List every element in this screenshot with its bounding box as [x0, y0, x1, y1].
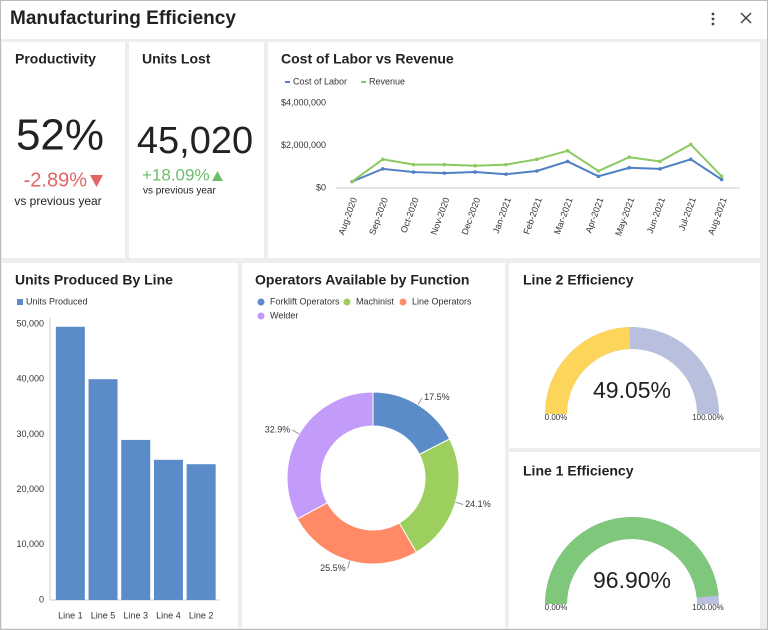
header-bar [1, 1, 767, 39]
point [719, 177, 724, 182]
leader-line [417, 397, 423, 405]
point [350, 179, 354, 184]
close-button[interactable] [740, 12, 752, 24]
legend-swatch [257, 312, 265, 320]
legend-label: Cost of Labor [293, 76, 347, 86]
kpi-change: -2.89% [24, 169, 88, 191]
point [689, 157, 693, 162]
kpi-title: Productivity [15, 51, 96, 67]
kpi-value: 52% [16, 111, 104, 160]
chart-title: Operators Available by Function [255, 272, 469, 288]
y-tick-label: 20,000 [16, 484, 44, 494]
legend-swatch [399, 298, 407, 306]
leader-line [455, 501, 464, 505]
point [596, 174, 601, 179]
point [504, 172, 508, 176]
legend-label: Units Produced [26, 296, 88, 306]
gauge-label: 96.90% [593, 567, 671, 593]
chart-title: Line 2 Efficiency [523, 272, 634, 288]
point [627, 166, 631, 170]
point [411, 162, 416, 167]
point [411, 170, 416, 174]
point [658, 167, 662, 171]
point [381, 167, 385, 171]
leader-line [347, 560, 351, 569]
x-tick-label: Line 5 [91, 610, 116, 620]
data-label: 32.9% [265, 424, 291, 434]
panel [268, 42, 760, 258]
legend-label: Line Operators [412, 296, 472, 306]
y-tick-label: 50,000 [16, 318, 44, 328]
legend-swatch [257, 298, 265, 306]
dashboard-title: Manufacturing Efficiency [10, 8, 236, 29]
gauge-min: 0.00% [545, 413, 568, 422]
bar [121, 439, 151, 600]
gauge-max: 100.00% [692, 603, 724, 612]
panel [509, 263, 760, 448]
point [535, 169, 539, 173]
down-arrow [90, 175, 103, 187]
donut-slice [286, 391, 374, 520]
x-tick-label: Line 3 [123, 610, 148, 620]
kpi-caption: vs previous year [143, 186, 216, 197]
y-tick-label: 30,000 [16, 429, 44, 439]
point [473, 163, 478, 168]
point [442, 162, 447, 167]
legend-swatch [343, 298, 351, 306]
point [381, 157, 385, 162]
legend-label: Forklift Operators [270, 296, 340, 306]
chart-title: Line 1 Efficiency [523, 463, 634, 479]
point [473, 170, 478, 174]
y-tick-label: 10,000 [16, 539, 44, 549]
kpi-title: Units Lost [142, 51, 211, 67]
chart-title: Units Produced By Line [15, 272, 173, 288]
panel [129, 42, 264, 258]
kpi-value: 45,020 [137, 120, 253, 162]
point [627, 155, 631, 159]
data-label: 17.5% [424, 392, 450, 402]
x-tick-label: Line 4 [156, 610, 181, 620]
data-label: 25.5% [320, 563, 346, 573]
point [658, 159, 662, 164]
y-tick-label: 40,000 [16, 374, 44, 384]
bar [153, 459, 183, 600]
point [442, 171, 447, 175]
point [596, 169, 601, 173]
gauge-max: 100.00% [692, 413, 724, 422]
bar [55, 326, 85, 600]
x-tick-label: Line 1 [58, 610, 83, 620]
y-tick-label: $0 [316, 182, 326, 192]
data-label: 24.1% [465, 499, 491, 509]
up-arrow [212, 171, 223, 181]
point [719, 174, 724, 179]
panel [242, 263, 505, 628]
point [504, 162, 508, 167]
gauge-value [545, 327, 631, 415]
gauge-label: 49.05% [593, 377, 671, 403]
point [565, 159, 570, 164]
point [535, 157, 539, 162]
legend-label: Revenue [369, 76, 405, 86]
gauge-min: 0.00% [545, 603, 568, 612]
point [689, 142, 693, 147]
chart-title: Cost of Labor vs Revenue [281, 51, 454, 67]
legend-swatch [17, 299, 23, 305]
leader-line [291, 429, 300, 435]
menu-button[interactable] [711, 12, 715, 26]
gauge-value [545, 517, 719, 605]
bar [88, 379, 118, 600]
y-tick-label: $2,000,000 [281, 140, 326, 150]
y-tick-label: $4,000,000 [281, 97, 326, 107]
kpi-caption: vs previous year [14, 194, 101, 208]
kpi-change: +18.09% [142, 165, 210, 184]
point [565, 149, 570, 153]
y-tick-label: 0 [39, 594, 44, 604]
x-tick-label: Line 2 [189, 610, 214, 620]
legend-label: Machinist [356, 296, 395, 306]
bar [186, 464, 216, 600]
panel [2, 42, 125, 258]
legend-label: Welder [270, 310, 298, 320]
